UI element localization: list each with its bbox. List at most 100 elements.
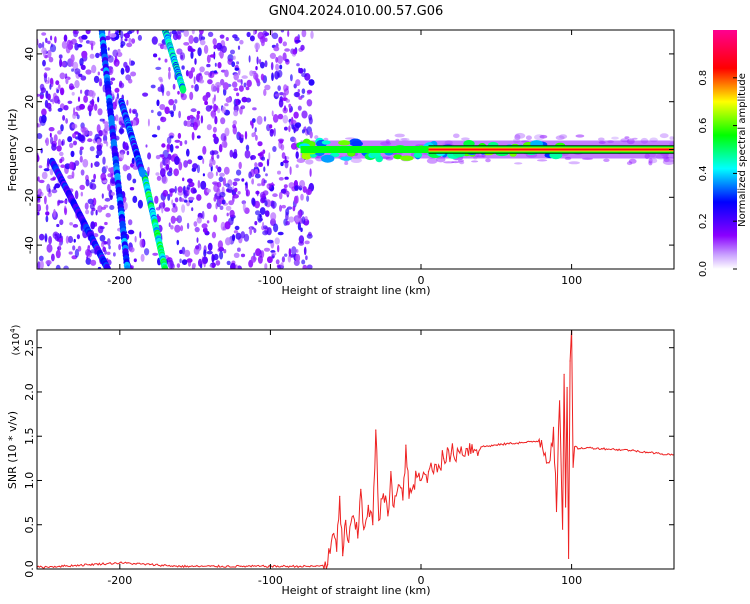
spectrogram-speckle [48,236,52,245]
spectrogram-speckle [222,82,229,91]
spectrogram-speckle [234,36,240,42]
spectrogram-speckle [49,132,52,138]
x-tick-label: 0 [418,274,425,287]
spectrogram-speckle [87,105,93,112]
spectrogram-speckle [57,138,62,148]
snr-panel: -200 -100 0 100 0.0 0.5 1.0 1.5 2.0 2.5 Height of… [6,324,675,597]
spectrogram-speckle [105,165,108,170]
spectrogram-speckle [244,149,251,159]
spectrogram-speckle [140,253,145,262]
spectrogram-speckle [166,136,172,144]
spectrogram-speckle [253,30,256,36]
spectrogram-speckle [184,140,188,145]
spectrogram-speckle [164,207,171,212]
spectrogram-speckle [155,172,160,176]
spectrogram-speckle [255,210,261,216]
spectrogram-speckle [166,143,171,153]
spectrogram-speckle [213,136,219,145]
snr-data-point [327,564,329,566]
spectrogram-speckle [105,212,111,218]
spectrogram-speckle [177,34,181,40]
spectrogram-speckle [46,183,51,193]
snr-data-point [525,441,528,443]
spectrogram-speckle [303,246,307,256]
spectrogram-speckle [120,67,125,75]
spectrogram-speckle [459,161,465,165]
spectrogram-speckle [156,99,160,107]
snr-data-point [348,541,350,544]
spectrogram-speckle [93,75,100,84]
spectrogram-speckle [166,90,171,97]
spectrogram-speckle [65,118,68,124]
snr-axes: -200 -100 0 100 0.0 0.5 1.0 1.5 2.0 2.5 [23,330,674,587]
spectrogram-speckle [215,81,222,88]
spectrogram-speckle [256,115,263,125]
spectrogram-speckle [196,216,202,224]
spectrogram-speckle [60,124,64,132]
y-tick-label: 1.5 [23,427,36,445]
y-tick-label: -20 [23,188,36,206]
spectrogram-speckle [395,138,400,141]
spectrogram-speckle [97,96,100,103]
spectrogram-speckle [309,168,312,177]
y-tick-label: 0.0 [23,560,36,578]
figure-title: GN04.2024.010.00.57.G06 [269,4,444,19]
spectrogram-speckle [73,107,76,116]
spectrogram-speckle [280,30,285,33]
spectrogram-speckle [254,168,259,175]
spectrogram-speckle [135,112,139,118]
spectrogram-speckle [240,105,246,110]
spectrogram-speckle [122,201,128,211]
spectrogram-speckle [73,140,77,146]
spectrogram-speckle [47,76,50,84]
spectrogram-speckle [266,158,270,167]
spectrogram-speckle [273,127,276,137]
spectrogram-speckle [53,92,57,100]
spectrogram-speckle [559,134,568,140]
spectrogram-speckle [249,226,253,236]
spectrogram-speckle [80,169,85,176]
spectrogram-speckle [108,189,113,198]
spectrogram-speckle [69,222,73,226]
spectrogram-speckle [104,197,111,202]
spectrogram-speckle [176,48,183,55]
snr-data-point [412,484,415,486]
x-tick-label: -200 [107,574,132,587]
spectrogram-speckle [48,127,55,132]
spectrogram-speckle [295,164,299,169]
spectrogram-speckle [277,244,280,253]
spectrogram-speckle [196,135,201,139]
spectrogram-speckle [111,192,115,196]
spectrogram-speckle [197,155,203,161]
spectrogram-speckle [206,63,211,68]
spectrogram-speckle [56,223,60,228]
spectrogram-speckle [219,250,224,260]
spectrogram-speckle [242,202,246,212]
spectrogram-speckle [228,200,234,206]
spectrogram-speckle [244,182,248,186]
spectrogram-speckle [67,235,74,244]
spectrogram-speckle [93,173,96,180]
spectrogram-speckle [264,263,268,269]
spectrogram-speckle [221,106,226,114]
spectrogram-speckle [120,41,126,47]
spectrogram-speckle [55,249,61,259]
spectrogram-speckle [110,33,117,38]
spectrogram-speckle [107,184,111,192]
spectrogram-speckle [304,240,310,245]
spectrogram-speckle [67,136,73,143]
spectrogram-speckle [162,189,169,197]
y-tick-label: 40 [23,47,36,61]
spectrogram-speckle [236,265,242,269]
spectrogram-speckle [632,137,638,140]
spectrogram-speckle [131,108,138,114]
snr-data-point [631,449,633,451]
spectrogram-speckle [161,143,166,148]
spectrogram-speckle [104,221,108,226]
spectrogram-speckle [61,40,68,49]
spectrogram-speckle [207,79,213,85]
spectrogram-speckle [71,38,77,45]
spectrogram-speckle [77,96,81,102]
spectrogram-speckle [310,30,314,39]
spectrogram-speckle [51,189,58,194]
